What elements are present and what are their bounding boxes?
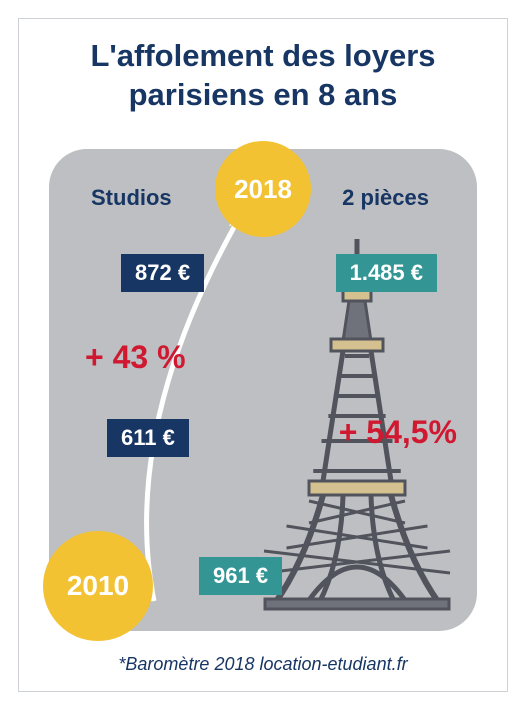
price-studios-2018: 872 € xyxy=(121,254,204,292)
infographic-title: L'affolement des loyers parisiens en 8 a… xyxy=(19,19,507,115)
percent-increase-two-rooms: + 54,5% xyxy=(339,414,457,451)
year-2018-label: 2018 xyxy=(234,174,292,205)
price-two-rooms-2018: 1.485 € xyxy=(336,254,437,292)
percent-increase-studios: + 43 % xyxy=(85,339,186,376)
category-studios-label: Studios xyxy=(91,185,172,211)
category-two-rooms-label: 2 pièces xyxy=(342,185,429,211)
source-footnote: *Baromètre 2018 location-etudiant.fr xyxy=(19,654,507,675)
year-2018-badge: 2018 xyxy=(215,141,311,237)
price-studios-2010: 611 € xyxy=(107,419,189,457)
infographic-card: L'affolement des loyers parisiens en 8 a… xyxy=(18,18,508,692)
price-two-rooms-2010: 961 € xyxy=(199,557,282,595)
trend-arrow-icon xyxy=(109,171,309,611)
grey-panel: Studios 2 pièces 2018 872 € 1.485 € + 43… xyxy=(49,149,477,631)
year-2010-label: 2010 xyxy=(67,570,129,602)
year-2010-badge: 2010 xyxy=(43,531,153,641)
